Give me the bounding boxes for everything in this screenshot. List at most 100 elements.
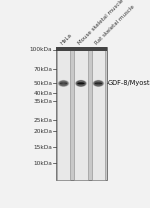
Ellipse shape <box>78 82 84 85</box>
Ellipse shape <box>62 83 65 84</box>
Ellipse shape <box>63 83 64 84</box>
Ellipse shape <box>63 83 64 84</box>
Ellipse shape <box>98 83 99 84</box>
Ellipse shape <box>80 83 82 84</box>
Ellipse shape <box>60 81 67 86</box>
Ellipse shape <box>60 82 67 85</box>
Ellipse shape <box>59 80 68 86</box>
Ellipse shape <box>75 80 87 87</box>
Ellipse shape <box>93 80 104 87</box>
Ellipse shape <box>60 81 67 86</box>
Ellipse shape <box>60 81 67 85</box>
Ellipse shape <box>94 81 102 86</box>
Ellipse shape <box>77 82 85 85</box>
Ellipse shape <box>92 80 104 87</box>
Ellipse shape <box>78 82 84 85</box>
Ellipse shape <box>95 81 102 85</box>
Ellipse shape <box>93 80 104 87</box>
Ellipse shape <box>93 80 103 87</box>
Ellipse shape <box>94 81 103 86</box>
Ellipse shape <box>94 80 103 86</box>
Ellipse shape <box>80 83 82 84</box>
Ellipse shape <box>80 83 82 84</box>
Ellipse shape <box>62 82 65 84</box>
Ellipse shape <box>77 81 85 86</box>
Ellipse shape <box>93 80 103 86</box>
Ellipse shape <box>59 81 68 86</box>
Ellipse shape <box>95 82 101 85</box>
Ellipse shape <box>62 83 65 84</box>
Ellipse shape <box>95 82 102 85</box>
Ellipse shape <box>94 81 102 86</box>
Ellipse shape <box>78 82 84 85</box>
Ellipse shape <box>77 81 85 86</box>
Bar <box>74 47 88 180</box>
Ellipse shape <box>62 82 65 85</box>
Ellipse shape <box>76 80 86 87</box>
Text: 25kDa: 25kDa <box>33 118 52 123</box>
Ellipse shape <box>80 83 82 84</box>
Ellipse shape <box>76 80 86 86</box>
Ellipse shape <box>95 81 102 86</box>
Text: 15kDa: 15kDa <box>34 145 52 150</box>
Text: Rat skeletal muscle: Rat skeletal muscle <box>94 4 136 46</box>
Ellipse shape <box>59 81 68 86</box>
Ellipse shape <box>61 82 66 85</box>
Ellipse shape <box>98 83 99 84</box>
Ellipse shape <box>63 83 64 84</box>
Text: 10kDa: 10kDa <box>34 161 52 166</box>
Ellipse shape <box>79 82 83 85</box>
Ellipse shape <box>95 82 102 85</box>
Ellipse shape <box>61 82 66 85</box>
Ellipse shape <box>61 82 66 85</box>
Ellipse shape <box>58 80 69 87</box>
Ellipse shape <box>78 82 84 85</box>
Ellipse shape <box>58 80 69 87</box>
Ellipse shape <box>75 80 87 87</box>
Ellipse shape <box>97 83 100 84</box>
Text: 40kDa: 40kDa <box>33 90 52 95</box>
Ellipse shape <box>79 82 83 85</box>
Ellipse shape <box>77 81 85 86</box>
Bar <box>56 47 106 180</box>
Text: 100kDa: 100kDa <box>30 47 52 52</box>
Bar <box>92 47 105 180</box>
Ellipse shape <box>58 80 69 87</box>
Ellipse shape <box>80 83 82 84</box>
Text: 20kDa: 20kDa <box>33 129 52 134</box>
Text: 70kDa: 70kDa <box>33 67 52 72</box>
Ellipse shape <box>96 82 101 85</box>
Text: GDF-8/Myostatin: GDF-8/Myostatin <box>108 80 150 86</box>
Ellipse shape <box>97 83 99 84</box>
Text: Mouse skeletal muscle: Mouse skeletal muscle <box>77 0 124 46</box>
Ellipse shape <box>77 81 85 86</box>
Ellipse shape <box>97 83 100 84</box>
Ellipse shape <box>62 83 64 84</box>
Ellipse shape <box>79 82 83 85</box>
Ellipse shape <box>78 81 84 85</box>
Ellipse shape <box>98 83 99 84</box>
Text: 50kDa: 50kDa <box>33 81 52 86</box>
Ellipse shape <box>97 82 100 84</box>
Ellipse shape <box>93 80 104 87</box>
Bar <box>56 47 106 51</box>
Bar <box>57 47 70 180</box>
Ellipse shape <box>76 80 86 86</box>
Ellipse shape <box>96 82 100 85</box>
Ellipse shape <box>79 82 83 84</box>
Ellipse shape <box>96 82 100 85</box>
Ellipse shape <box>96 82 101 85</box>
Ellipse shape <box>63 83 64 84</box>
Ellipse shape <box>76 81 85 86</box>
Ellipse shape <box>58 80 69 87</box>
Text: 35kDa: 35kDa <box>33 99 52 104</box>
Ellipse shape <box>61 82 66 85</box>
Ellipse shape <box>60 81 68 86</box>
Text: HeLa: HeLa <box>59 32 73 46</box>
Ellipse shape <box>61 82 66 85</box>
Ellipse shape <box>76 80 86 87</box>
Ellipse shape <box>59 80 68 86</box>
Ellipse shape <box>60 82 67 85</box>
Ellipse shape <box>75 80 86 87</box>
Ellipse shape <box>98 83 99 84</box>
